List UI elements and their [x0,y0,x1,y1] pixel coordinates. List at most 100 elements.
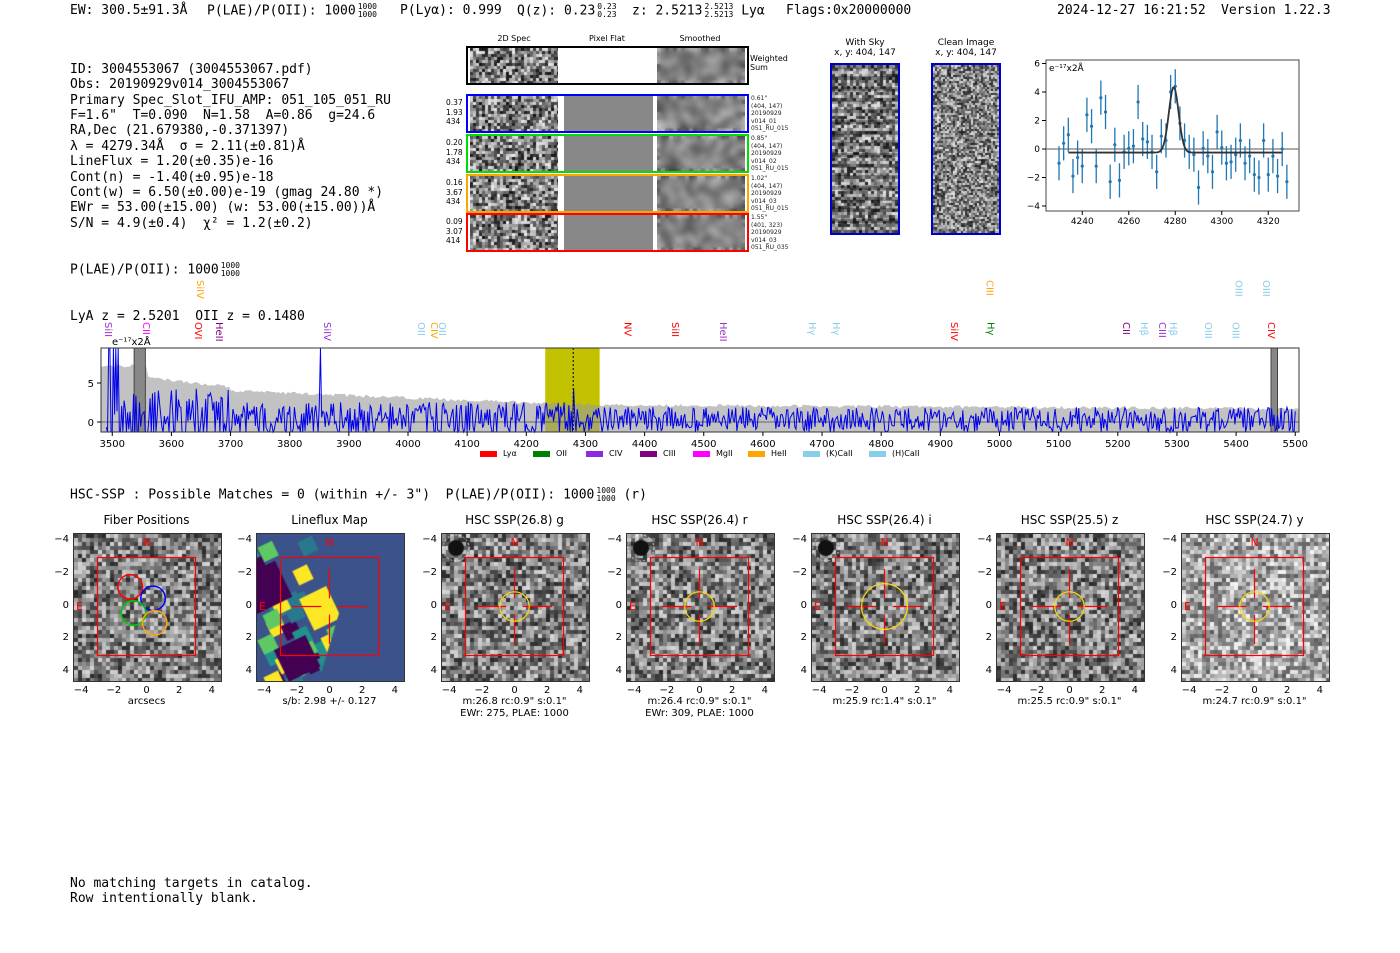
info-redshift: LyA z = 2.5201 OII z = 0.1480 [70,308,305,324]
fiber-info-line: 1.55" [751,214,768,221]
fiber-info-line: 20190929 [751,229,782,236]
spectral-line-label: CIII [983,280,995,296]
info-line: S/N = 4.9(±0.4) χ² = 1.2(±0.2) [70,215,313,231]
fit-data-point [1159,134,1163,138]
cutout-overlay [1181,533,1328,680]
fit-data-point [1196,185,1201,190]
cutout-xtick-label: 0 [881,685,888,696]
spec2d-cutout [470,48,558,83]
z-hi: 2.5213 [704,2,734,11]
cutout-xtick-label: −4 [996,685,1012,696]
fit-data-point [1076,155,1080,160]
cutout-xtick-label: 4 [391,685,399,696]
cutout-xtick-label: 2 [1283,685,1291,696]
cutout-ytick-label: 4 [800,664,807,676]
legend-label: (H)CaII [892,449,920,458]
cutout-ytick-label: −4 [54,534,69,546]
east-label: E [444,599,451,613]
legend-entry: Lyα [480,449,517,458]
spectrum-xtick-label: 3900 [336,439,361,450]
fiber-stats: 0.20 1.78 434 [446,138,463,167]
fit-gaussian-curve [1068,85,1283,154]
fit-data-point [1266,173,1270,177]
smoothed-cutout [657,96,745,131]
spectral-line-label: CIV [1264,322,1276,339]
fit-data-point [1252,173,1256,177]
search-box [834,556,935,657]
cutout-caption-line: m:24.7 rc:0.9" s:0.1" [1202,696,1307,707]
line-fit-plot: 4240 4260 4280 4300 4320 6 4 2 0 −2 −4 e⁻¹⁷x2Å [1027,59,1300,227]
fiber-stats: 0.09 3.07 414 [446,217,463,246]
spectral-line-label: HeII [717,322,729,342]
spec2d-cutout [470,176,558,211]
fiber-stat: 3.67 [446,187,463,197]
cutout-xtick-label: 2 [543,685,551,696]
plae-lo: 1000 [357,10,377,19]
fit-xtick-label: 4320 [1257,217,1280,227]
cutout-title: HSC SSP(26.4) i [837,513,932,527]
fiber-stat: 0.09 [446,217,463,226]
fit-xtick-label: 4260 [1117,217,1140,227]
cutout-overlay-svg [464,556,565,657]
fit-data-point [1238,138,1242,143]
cutout-xtick-label: −4 [441,685,457,696]
header-z: z: 2.5213 2.5213 2.5213 Lyα [632,3,765,19]
cutout-xtick-label: 4 [1316,685,1324,696]
info-line: Obs: 20190929v014_3004553067 [70,77,290,93]
spectrum-xtick-label: 3700 [218,439,243,450]
spec2d-cutout [470,136,558,171]
fit-data-point [1271,154,1275,158]
cutout-caption-line: m:26.8 rc:0.9" s:0.1" [462,696,567,707]
north-label: N [325,536,334,549]
hsc-plae-lo: 1000 [596,494,616,503]
cutout-xtick-label: −4 [73,685,89,696]
north-label: N [880,536,889,549]
cutout-ytick-label: 4 [1170,664,1177,676]
cutout-xtick-label: 0 [1251,685,1258,696]
spectrum-xtick-label: 5500 [1283,439,1308,450]
cutout-ytick-label: 4 [245,664,252,676]
spectral-line-label: OIII [1260,280,1272,297]
qz-hi: 0.23 [597,2,617,11]
spectral-line-label: NV [621,322,633,337]
qz-lo: 0.23 [597,10,617,19]
spectral-line-label: SiIV [194,280,206,299]
spectrum-xtick-label: 4600 [750,439,775,450]
spectral-line-label: SiII [101,322,113,338]
fit-data-point [1136,100,1140,104]
cutout-ytick-label: 4 [62,664,69,676]
fiber-info-line: 051_RU_035 [751,244,789,251]
spectral-line-label: Hβ [1167,322,1179,336]
spectrum-xtick-label: 5200 [1105,439,1130,450]
fiber-stat: 414 [446,236,461,245]
fiber-info-line: 051_RU_015 [751,165,789,172]
search-box [1019,556,1120,657]
fiber-info-line: v014_02 [751,157,777,165]
fit-data-point [1089,124,1094,128]
hsc-summary: HSC-SSP : Possible Matches = 0 (within +… [70,487,647,503]
aperture-circle [1239,591,1270,622]
fit-data-point [1085,113,1089,117]
cutout-overlay-svg [96,556,197,657]
fiber-info-line: (404, 147) [751,182,783,190]
legend-label: CIV [609,449,623,458]
fit-data-point [1248,154,1252,158]
fiber-stat: 434 [446,197,461,206]
east-label: E [629,599,636,613]
clean-xy: x, y: 404, 147 [935,48,997,58]
smoothed-cutout [657,136,745,171]
legend-label: CIII [663,449,676,458]
spectral-line-label: OII [436,322,448,336]
fiber-circle [141,609,168,636]
cutout-xtick-label: −2 [289,685,305,696]
aperture-circle [1054,591,1085,622]
clean-label: Clean Image [937,38,995,48]
fiber-info-line: (404, 147) [751,142,783,150]
cutout-ytick-label: −2 [1162,566,1177,578]
info-plae-lo: 1000 [220,269,240,279]
weighted-sum-label: Weighted Sum [750,54,788,72]
cutout-caption: m:25.9 rc:1.4" s:0.1" [795,696,975,708]
aperture-circle [499,591,530,622]
fiber-info: 1.55" (401, 323) 20190929 v014_03 051_RU_035 [751,214,788,252]
fit-data-point [1192,153,1196,157]
